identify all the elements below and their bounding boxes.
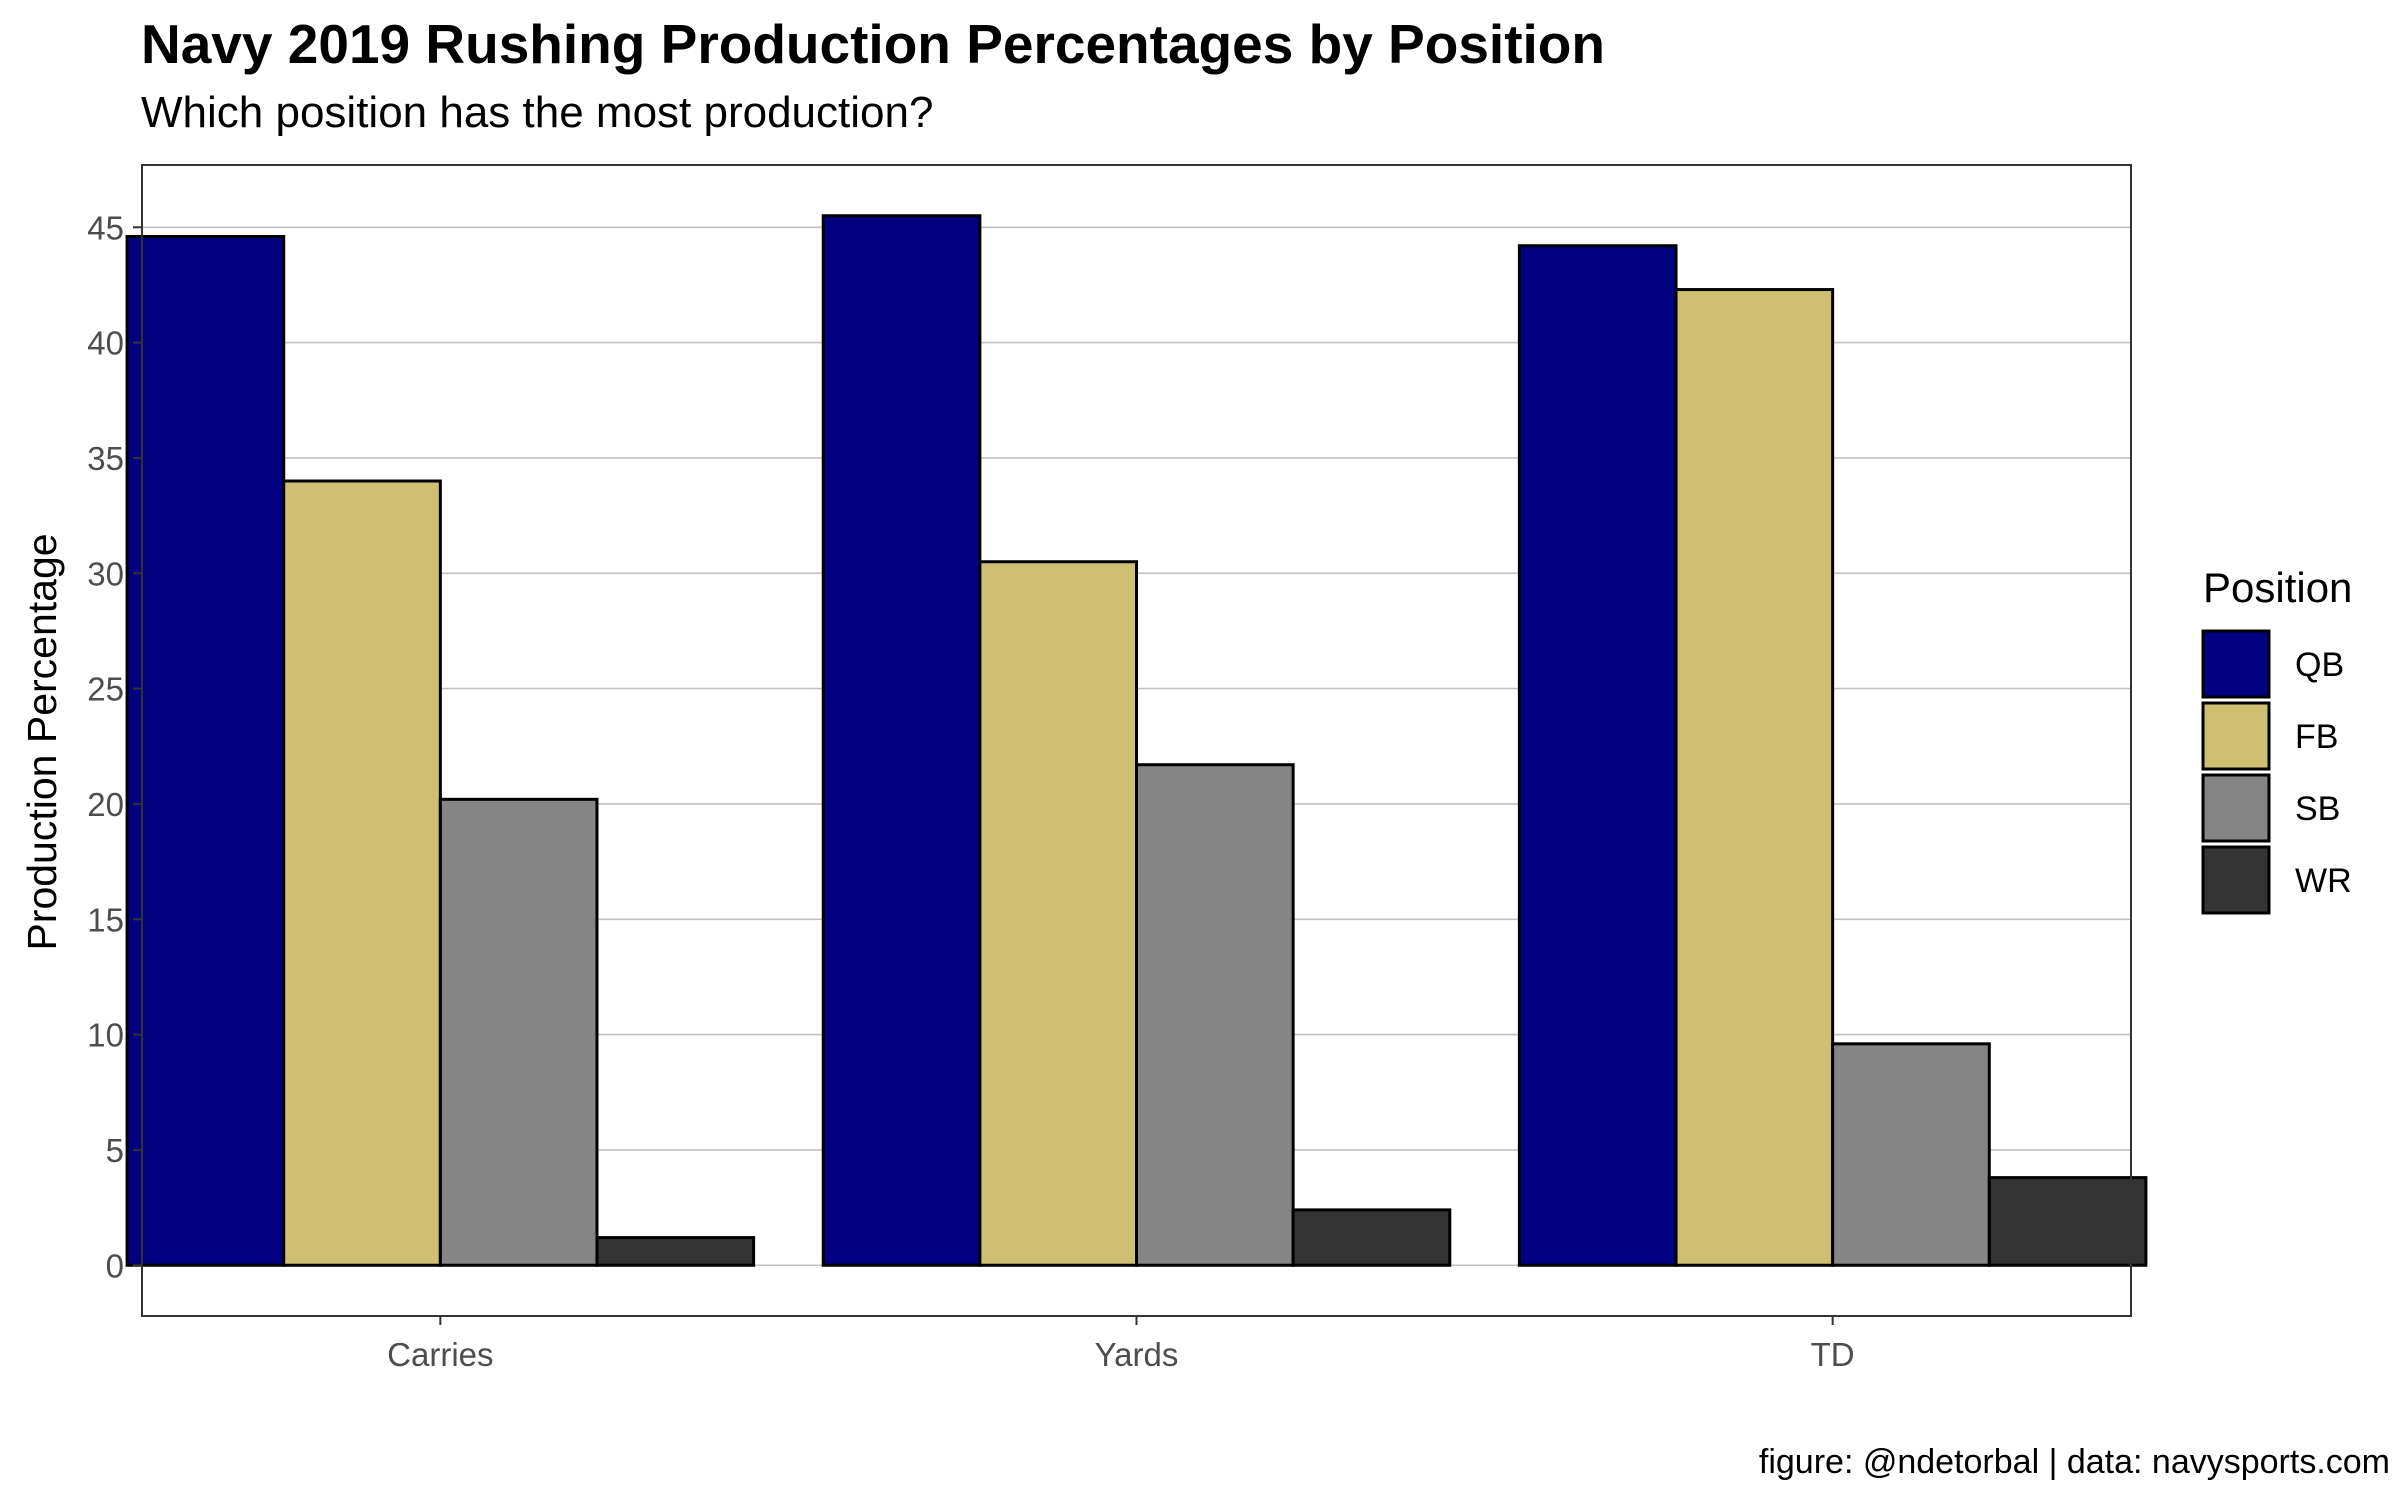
- y-tick-label: 10: [87, 1017, 124, 1054]
- bar-sb-yards: [1135, 763, 1295, 1267]
- legend-key-fb: [2201, 701, 2271, 771]
- bar-qb-carries: [125, 235, 286, 1267]
- legend-key-wr: [2201, 845, 2271, 915]
- bar-wr-carries: [595, 1236, 756, 1267]
- bar-qb-yards: [821, 214, 982, 1267]
- legend-label: FB: [2295, 718, 2338, 756]
- legend-label: QB: [2295, 646, 2344, 684]
- legend: Position QB FB SB WR: [2201, 564, 2352, 915]
- y-tick-label: 15: [87, 901, 124, 938]
- legend-title: Position: [2203, 564, 2352, 611]
- legend-key-qb: [2201, 629, 2271, 699]
- y-tick-label: 25: [87, 671, 124, 708]
- chart-title: Navy 2019 Rushing Production Percentages…: [141, 13, 1605, 75]
- bar-wr-yards: [1291, 1208, 1452, 1267]
- bar-sb-carries: [438, 797, 599, 1267]
- y-tick-label: 40: [87, 325, 124, 362]
- legend-label: SB: [2295, 790, 2340, 828]
- bar-fb-td: [1674, 288, 1835, 1267]
- bars: [125, 214, 2148, 1267]
- bar-qb-td: [1517, 244, 1678, 1267]
- bar-fb-carries: [282, 479, 442, 1267]
- x-axis: Carries Yards TD: [387, 1316, 1855, 1373]
- x-tick-label: Carries: [387, 1336, 493, 1373]
- y-axis-title: Production Percentage: [19, 533, 65, 950]
- y-tick-label: 45: [87, 209, 124, 246]
- y-tick-label: 35: [87, 440, 124, 477]
- x-tick-label: Yards: [1095, 1336, 1179, 1373]
- y-axis: 0 5 10 15 20 25 30 35 40 45: [87, 209, 142, 1284]
- chart-subtitle: Which position has the most production?: [141, 88, 934, 137]
- y-tick-label: 5: [106, 1132, 124, 1169]
- caption: figure: @ndetorbal | data: navysports.co…: [1758, 1443, 2390, 1481]
- y-tick-label: 30: [87, 555, 124, 592]
- bar-sb-td: [1831, 1042, 1991, 1267]
- bar-fb-yards: [978, 560, 1139, 1267]
- legend-key-sb: [2201, 773, 2271, 843]
- x-tick-label: TD: [1811, 1336, 1855, 1373]
- y-tick-label: 20: [87, 786, 124, 823]
- legend-label: WR: [2295, 862, 2352, 900]
- bar-wr-td: [1987, 1176, 2148, 1267]
- y-tick-label: 0: [106, 1247, 124, 1284]
